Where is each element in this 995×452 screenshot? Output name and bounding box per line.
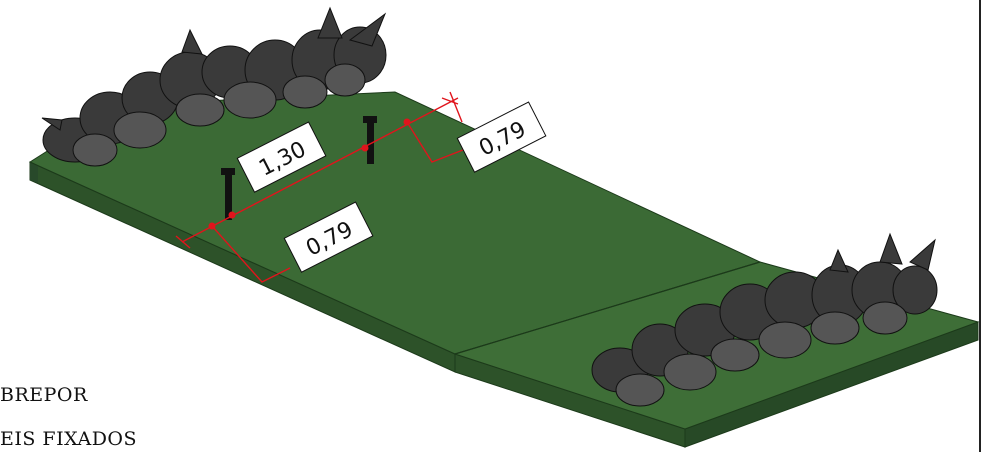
plant-cluster-lower — [591, 232, 938, 407]
sheet-frame-border — [979, 0, 981, 452]
plant-cluster-upper — [41, 6, 387, 167]
dimension-label-offset-left: 0,79 — [283, 201, 374, 273]
fixture-post-left — [221, 168, 235, 220]
dimension-lines — [175, 91, 469, 283]
slab-left-face — [30, 162, 38, 183]
dimension-points — [208, 118, 411, 230]
slope-break-line — [454, 261, 761, 355]
note-line-2: EIS FIXADOS — [0, 428, 138, 450]
note-line-1: BREPOR — [0, 384, 88, 406]
fixture-post-right — [363, 116, 377, 164]
